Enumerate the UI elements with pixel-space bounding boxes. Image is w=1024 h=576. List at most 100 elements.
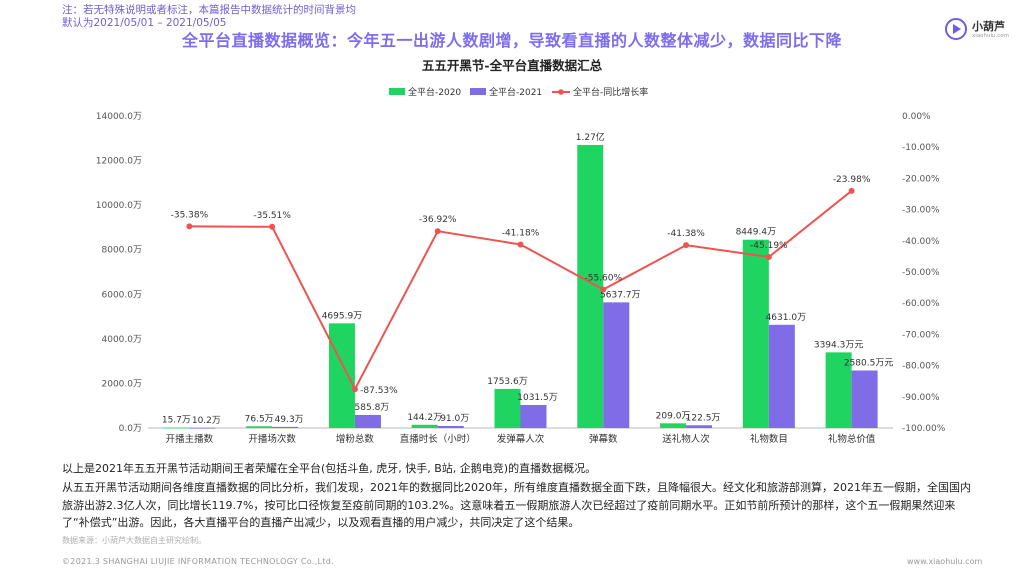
y-right-tick: -50.00% (902, 268, 940, 278)
paragraph-analysis: 从五五开黑节活动期间各维度直播数据的同比分析，我们发现，2021年的数据同比20… (62, 481, 971, 529)
ratio-label: -35.38% (171, 210, 209, 220)
ratio-label: -55.60% (584, 273, 622, 283)
bar-label-2020: 4695.9万 (322, 311, 363, 321)
bar-2021 (768, 324, 795, 428)
bar-label-2021: 585.8万 (355, 403, 390, 413)
bar-label-2020: 1753.6万 (487, 377, 528, 387)
bar-2020 (246, 426, 273, 428)
report-note: 注：若无特殊说明或者标注，本篇报告中数据统计的时间背景均默认为2021/05/0… (62, 4, 356, 29)
bar-2020 (660, 423, 687, 428)
footer-copyright: ©2021.3 SHANGHAI LIUJIE INFORMATION TECH… (62, 557, 334, 566)
y-right-tick: -40.00% (902, 237, 940, 247)
legend-label-0: 全平台-2020 (408, 86, 461, 98)
bar-label-2021: 5637.7万 (600, 290, 641, 300)
x-category-label: 发弹幕人次 (497, 433, 545, 445)
y-right-tick: -100.00% (902, 424, 946, 434)
bar-2021 (603, 302, 630, 428)
ratio-point (517, 241, 524, 248)
x-category-label: 礼物数目 (750, 433, 788, 445)
footer-website: www.xiaohulu.com (907, 557, 983, 566)
bar-label-2021: 91.0万 (440, 414, 469, 424)
brand-logo: 小葫芦 xiaohulu.com (945, 16, 1015, 46)
bar-label-2020: 15.7万 (162, 416, 191, 426)
bar-label-2021: 122.5万 (686, 413, 721, 423)
bar-label-2020: 144.2万 (407, 413, 442, 423)
ratio-label: -41.18% (502, 228, 540, 238)
bar-label-2020: 209.0万 (656, 411, 691, 421)
logo-sub: xiaohulu.com (972, 33, 1009, 39)
x-category-label: 开播场次数 (248, 433, 296, 445)
bar-2021 (437, 425, 464, 428)
bar-label-2021: 10.2万 (192, 416, 221, 426)
ratio-point (269, 223, 276, 230)
x-category-label: 增粉总数 (336, 433, 375, 445)
y-right-tick: 0.00% (902, 112, 931, 122)
x-category-label: 弹幕数 (589, 433, 618, 445)
ratio-point (434, 228, 441, 235)
bar-2020 (742, 239, 769, 428)
ratio-label: -45.19% (750, 241, 788, 251)
ratio-point (186, 223, 193, 230)
bar-label-2021: 2580.5万元 (844, 358, 894, 368)
ratio-label: -36.92% (419, 215, 457, 225)
data-source: 数据来源：小葫芦大数据自主研究绘制。 (62, 536, 206, 545)
bar-2021 (686, 425, 713, 428)
legend-label-2: 全平台-同比增长率 (573, 86, 648, 98)
ratio-point (351, 386, 358, 393)
y-right-tick: -10.00% (902, 143, 940, 153)
bar-label-2021: 1031.5万 (517, 393, 558, 403)
legend-label-1: 全平台-2021 (489, 86, 542, 98)
x-category-label: 直播时长（小时） (400, 433, 476, 445)
y-left-tick: 8000.0万 (102, 246, 143, 256)
ratio-point (848, 187, 855, 194)
bar-2020 (163, 427, 190, 429)
bar-label-2021: 4631.0万 (766, 313, 807, 323)
y-left-tick: 0.0万 (119, 424, 142, 434)
bar-label-2020: 3394.3万元 (814, 340, 864, 350)
bar-label-2020: 8449.4万 (736, 228, 777, 238)
ratio-point (683, 242, 690, 249)
bar-2021 (851, 370, 878, 428)
logo-name: 小葫芦 (972, 20, 1005, 33)
y-right-tick: -20.00% (902, 174, 940, 184)
bar-2020 (411, 424, 438, 428)
page-title: 全平台直播数据概览：今年五一出游人数剧增，导致看直播的人数整体减少，数据同比下降 (181, 31, 842, 50)
bar-2020 (328, 323, 355, 428)
x-category-label: 礼物总价值 (828, 433, 876, 445)
y-left-tick: 12000.0万 (96, 157, 142, 167)
logo-icon (945, 18, 967, 40)
legend-swatch-0 (389, 88, 405, 95)
ratio-point (765, 253, 772, 260)
y-right-tick: -70.00% (902, 330, 940, 340)
y-right-tick: -60.00% (902, 299, 940, 309)
y-right-tick: -80.00% (902, 362, 940, 372)
bar-2021 (354, 414, 381, 428)
ratio-label: -35.51% (253, 211, 291, 221)
ratio-label: -41.38% (667, 229, 705, 239)
y-right-tick: -90.00% (902, 393, 940, 403)
paragraph-summary: 以上是2021年五五开黑节活动期间王者荣耀在全平台(包括斗鱼, 虎牙, 快手, … (62, 462, 597, 475)
legend-swatch-1 (470, 88, 486, 95)
bar-2020 (825, 352, 852, 428)
legend-marker-2 (558, 89, 564, 95)
y-left-tick: 4000.0万 (102, 335, 143, 345)
bar-label-2020: 76.5万 (245, 414, 274, 424)
ratio-label: -87.53% (360, 386, 398, 396)
y-right-tick: -30.00% (902, 206, 940, 216)
y-left-tick: 6000.0万 (102, 290, 143, 300)
bar-label-2020: 1.27亿 (576, 131, 605, 143)
bar-2020 (494, 388, 521, 428)
chart-title: 五五开黑节-全平台直播数据汇总 (422, 58, 603, 73)
y-left-tick: 14000.0万 (96, 112, 142, 122)
bar-2021 (520, 405, 547, 428)
ratio-point (600, 286, 607, 293)
x-category-label: 开播主播数 (166, 433, 214, 445)
bar-2021 (272, 426, 299, 428)
y-left-tick: 2000.0万 (102, 379, 143, 389)
y-left-tick: 10000.0万 (96, 201, 142, 211)
x-category-label: 送礼物人次 (662, 433, 710, 445)
bar-label-2021: 49.3万 (275, 415, 304, 425)
ratio-label: -23.98% (833, 175, 871, 185)
bar-2021 (189, 427, 216, 429)
